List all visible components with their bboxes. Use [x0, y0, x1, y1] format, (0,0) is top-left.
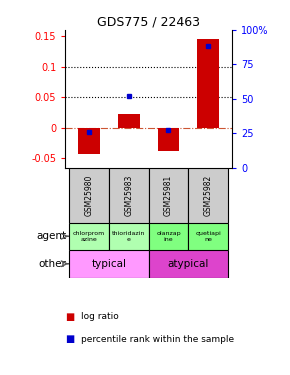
Bar: [69, 222, 109, 250]
Text: GSM25983: GSM25983: [124, 174, 133, 216]
Bar: [109, 222, 148, 250]
Bar: [188, 222, 228, 250]
Bar: [109, 168, 148, 222]
Bar: [148, 168, 188, 222]
Text: other: other: [38, 259, 66, 269]
Text: olanzap
ine: olanzap ine: [156, 231, 181, 242]
Bar: [148, 250, 228, 278]
Text: GSM25981: GSM25981: [164, 174, 173, 216]
Text: log ratio: log ratio: [81, 312, 119, 321]
Text: quetiapi
ne: quetiapi ne: [195, 231, 221, 242]
Text: atypical: atypical: [168, 259, 209, 269]
Bar: [118, 114, 140, 128]
Text: chlorprom
azine: chlorprom azine: [73, 231, 105, 242]
Text: GSM25980: GSM25980: [85, 174, 94, 216]
Title: GDS775 / 22463: GDS775 / 22463: [97, 16, 200, 29]
Text: ■: ■: [65, 334, 75, 344]
Text: agent: agent: [36, 231, 66, 241]
Text: percentile rank within the sample: percentile rank within the sample: [81, 335, 234, 344]
Text: thioridazin
e: thioridazin e: [112, 231, 146, 242]
Bar: [188, 168, 228, 222]
Bar: [69, 168, 109, 222]
Text: ■: ■: [65, 312, 75, 322]
Bar: [148, 222, 188, 250]
Bar: [197, 39, 219, 128]
Bar: [69, 250, 148, 278]
Bar: [157, 128, 180, 151]
Text: GSM25982: GSM25982: [204, 174, 213, 216]
Bar: [78, 128, 100, 154]
Text: typical: typical: [91, 259, 126, 269]
